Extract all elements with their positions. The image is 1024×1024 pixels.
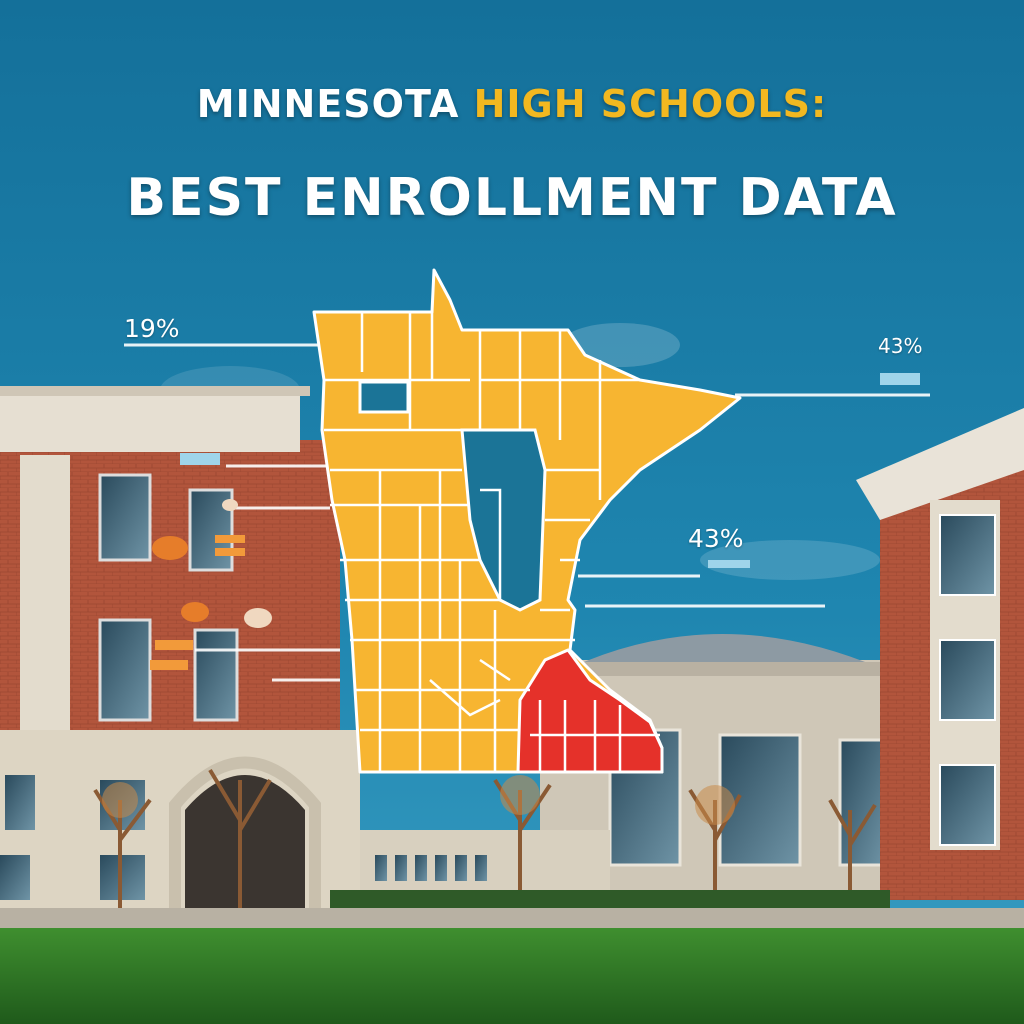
map-highlight-region [516, 648, 664, 774]
left-school-building [0, 386, 360, 920]
callout-lines [124, 343, 930, 682]
right-school-building [856, 408, 1024, 900]
county-borders [324, 312, 660, 772]
callout-percent-right-top: 43% [878, 334, 923, 358]
callout-percent-left: 19% [124, 314, 180, 343]
minnesota-map [312, 268, 742, 774]
title-highlight: HIGH SCHOOLS: [473, 82, 828, 126]
lawn [0, 928, 1024, 1024]
title-part: MINNESOTA [196, 82, 474, 126]
walkway [0, 908, 1024, 930]
title-line-2: BEST ENROLLMENT DATA [126, 168, 898, 228]
callout-markers [150, 373, 920, 670]
cloud [700, 540, 880, 580]
hedge [330, 890, 890, 908]
map-lake [358, 380, 410, 414]
callout-percent-right-mid: 43% [688, 524, 744, 553]
tree-foliage [102, 775, 735, 825]
title-line-1: MINNESOTA HIGH SCHOOLS: [0, 82, 1024, 126]
map-lake [460, 428, 547, 612]
